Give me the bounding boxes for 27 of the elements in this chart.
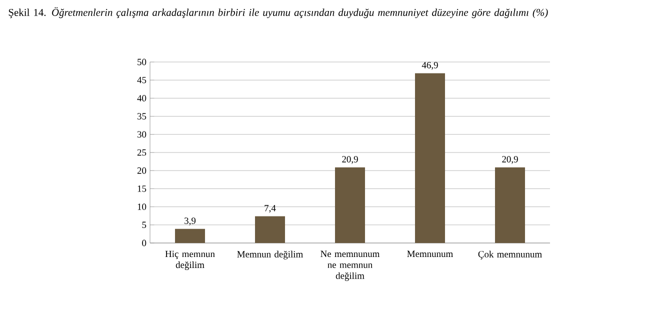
y-tick-label: 15 <box>138 186 146 192</box>
bar <box>335 167 366 243</box>
bar <box>495 167 526 243</box>
bar <box>415 73 446 243</box>
bar <box>255 216 286 243</box>
chart-title: Şekil 14. Öğretmenlerin çalışma arkadaşlarının birbiri ile uyumu açısından duyduğu memnuniyet düzeyine göre dağılımı (%) <box>8 7 548 18</box>
x-tick-label: Memnun değilim <box>237 250 303 260</box>
y-tick-label: 35 <box>137 113 146 120</box>
y-tick-label: 5 <box>142 222 146 228</box>
y-tick-label: 25 <box>137 149 146 156</box>
y-tick-label: 30 <box>137 131 146 138</box>
x-tick-label: Ne memnunum ne memnun değilim <box>320 250 380 281</box>
x-tick-label: Hiç memnun değilim <box>165 250 215 270</box>
y-tick-label: 40 <box>137 95 146 102</box>
y-tick-label: 10 <box>138 204 146 210</box>
data-label: 20,9 <box>342 156 358 164</box>
y-tick-label: 45 <box>137 76 146 84</box>
y-tick-label: 20 <box>137 167 146 174</box>
y-tick-label: 0 <box>142 240 146 246</box>
data-label: 46,9 <box>422 62 438 70</box>
data-label: 7,4 <box>264 205 276 213</box>
data-label: 20,9 <box>502 156 518 164</box>
x-tick-label: Çok memnunum <box>478 250 542 260</box>
bar <box>175 228 206 243</box>
data-label: 3,9 <box>184 218 196 226</box>
y-tick-label: 50 <box>138 58 146 66</box>
x-tick-label: Memnunum <box>407 250 453 258</box>
